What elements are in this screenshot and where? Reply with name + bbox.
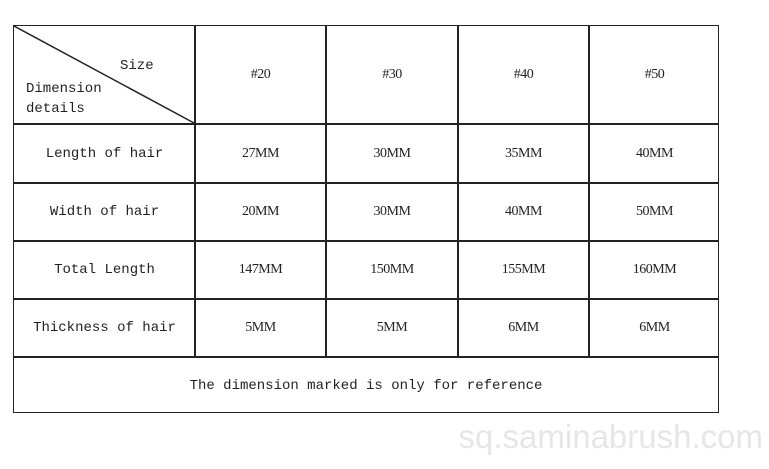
row-label: Width of hair <box>49 204 160 220</box>
table-cell: 150MM <box>370 262 414 277</box>
watermark: sq.saminabrush.com <box>458 418 763 455</box>
column-header: #40 <box>513 67 534 82</box>
reference-note: The dimension marked is only for referen… <box>189 377 543 394</box>
row-divider <box>14 356 718 358</box>
table-cell: 20MM <box>242 204 279 219</box>
column-header: #50 <box>644 67 665 82</box>
table-cell: 35MM <box>505 145 542 161</box>
row-divider <box>14 240 718 242</box>
table-cell: 147MM <box>238 262 283 277</box>
table-cell: 50MM <box>636 204 673 219</box>
corner-line1: Dimension <box>26 81 102 97</box>
table-cell: 6MM <box>508 320 539 335</box>
table-cell: 30MM <box>373 204 411 219</box>
column-divider <box>588 26 590 356</box>
corner-diagonal <box>14 26 195 124</box>
column-divider <box>194 26 196 356</box>
row-divider <box>14 298 718 300</box>
row-label: Thickness of hair <box>33 320 176 336</box>
row-divider <box>14 182 718 184</box>
table-cell: 40MM <box>636 145 673 161</box>
corner-line2: details <box>26 101 85 117</box>
table-cell: 5MM <box>376 320 408 335</box>
column-header: #30 <box>382 67 402 82</box>
dimension-table: Size Dimension details The dimension mar… <box>13 25 719 413</box>
table-cell: 155MM <box>501 262 546 277</box>
column-divider <box>457 26 459 356</box>
corner-size-label: Size <box>120 58 154 74</box>
table-cell: 160MM <box>632 262 677 277</box>
row-divider <box>14 123 718 125</box>
column-header: #20 <box>250 67 271 82</box>
table-cell: 6MM <box>639 320 670 335</box>
corner-dimension-label: Dimension details <box>26 79 102 119</box>
table-cell: 30MM <box>373 145 411 161</box>
table-cell: 27MM <box>242 145 279 161</box>
table-cell: 5MM <box>245 320 276 335</box>
row-label: Length of hair <box>45 145 164 162</box>
row-label: Total Length <box>54 262 155 278</box>
table-cell: 40MM <box>505 204 542 219</box>
column-divider <box>325 26 327 356</box>
